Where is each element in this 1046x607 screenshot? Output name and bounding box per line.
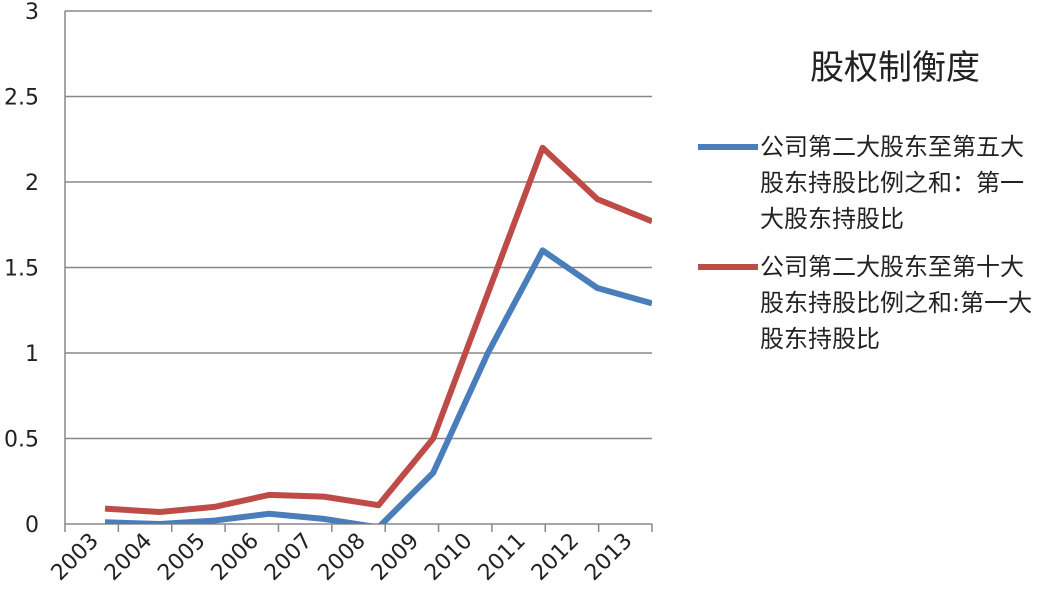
y-tick-label: 0 [25, 513, 39, 538]
x-tick-label: 2005 [153, 529, 210, 586]
y-tick-label: 2 [25, 171, 39, 196]
y-tick-label: 1 [25, 342, 39, 367]
x-tick-label: 2003 [47, 529, 104, 586]
plot-lines [104, 144, 652, 524]
legend-swatch [698, 144, 758, 150]
x-tick-label: 2004 [100, 529, 157, 586]
legend: 股权制衡度 公司第二大股东至第五大股东持股比例之和：第一大股东持股比 公司第二大股… [690, 40, 1040, 369]
x-tick-label: 2008 [313, 529, 370, 586]
y-tick-label: 1.5 [4, 257, 39, 282]
x-tick-label: 2007 [260, 529, 317, 586]
chart-title: 股权制衡度 [810, 48, 980, 88]
y-tick-label: 0.5 [4, 428, 39, 453]
x-tick-label: 2010 [420, 529, 477, 586]
legend-swatch [698, 264, 758, 270]
x-tick-label: 2013 [580, 529, 637, 586]
x-tick-label: 2012 [527, 529, 584, 586]
x-tick-label: 2011 [474, 529, 531, 586]
series-line [104, 247, 652, 524]
legend-label: 公司第二大股东至第十大股东持股比例之和:第一大股东持股比 [760, 253, 1033, 353]
legend-label: 公司第二大股东至第五大股东持股比例之和：第一大股东持股比 [760, 133, 1024, 233]
legend-item: 公司第二大股东至第五大股东持股比例之和：第一大股东持股比 [690, 129, 1040, 237]
series-line [104, 144, 652, 516]
x-tick-label: 2009 [367, 529, 424, 586]
y-tick-label: 2.5 [4, 86, 39, 111]
legend-item: 公司第二大股东至第十大股东持股比例之和:第一大股东持股比 [690, 249, 1040, 357]
y-tick-label: 3 [25, 0, 39, 25]
x-tick-label: 2006 [207, 529, 264, 586]
